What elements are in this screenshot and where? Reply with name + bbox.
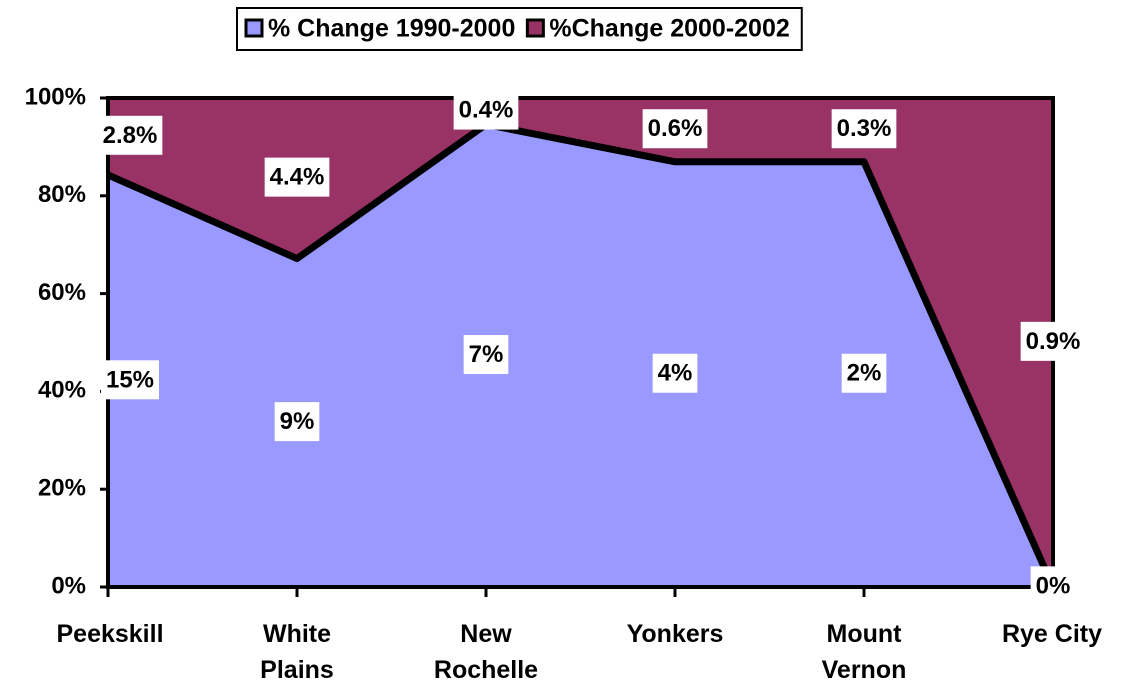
data-label: 0.9% xyxy=(1026,328,1081,355)
label-bg xyxy=(264,157,330,197)
label-bg xyxy=(652,353,698,393)
x-tick-label: Yonkers xyxy=(626,620,724,648)
value-label: 15% xyxy=(100,360,160,400)
area xyxy=(108,98,1053,587)
label-bg xyxy=(274,402,320,442)
data-label: 2% xyxy=(847,360,882,387)
y-tick-label: 60% xyxy=(38,279,86,306)
value-label: 0.9% xyxy=(1020,321,1086,361)
value-label: 2% xyxy=(841,353,887,393)
data-label: 9% xyxy=(280,408,315,435)
data-label: 0.3% xyxy=(837,115,892,142)
value-label: 0.4% xyxy=(453,90,519,130)
data-label: 4% xyxy=(658,360,693,387)
legend-box xyxy=(236,7,803,51)
y-tick-label: 100% xyxy=(25,83,86,110)
y-tick-label: 40% xyxy=(38,377,86,404)
value-label: 0% xyxy=(1030,566,1076,606)
label-bg xyxy=(453,90,519,130)
value-label: 7% xyxy=(463,335,509,375)
label-bg xyxy=(463,335,509,375)
value-label: 9% xyxy=(274,402,320,442)
value-label: 0.6% xyxy=(642,109,708,149)
data-label: 2.8% xyxy=(103,122,158,149)
legend-label: %Change 2000-2002 xyxy=(549,15,789,43)
label-bg xyxy=(100,360,160,400)
area xyxy=(108,124,1053,587)
label-bg xyxy=(831,109,897,149)
value-label: 4.4% xyxy=(264,157,330,197)
legend: % Change 1990-2000 %Change 2000-2002 xyxy=(236,7,803,51)
legend-label: % Change 1990-2000 xyxy=(268,15,515,43)
data-label: 0.4% xyxy=(459,97,514,124)
label-bg xyxy=(1020,321,1086,361)
label-bg xyxy=(97,115,163,155)
value-label: 2.8% xyxy=(97,115,163,155)
label-bg xyxy=(642,109,708,149)
data-label: 15% xyxy=(106,366,154,393)
x-tick-label: Rye City xyxy=(1001,620,1103,648)
value-label: 0.3% xyxy=(831,109,897,149)
x-tick-label: Peekskill xyxy=(56,620,164,648)
legend-swatch xyxy=(244,18,264,38)
x-tick-label: New Rochelle xyxy=(433,620,539,684)
data-label: 7% xyxy=(469,341,504,368)
value-label: 4% xyxy=(652,353,698,393)
data-label: 0.6% xyxy=(648,115,703,142)
legend-swatch xyxy=(525,18,545,38)
y-tick-label: 0% xyxy=(51,572,86,599)
y-tick-label: 80% xyxy=(38,181,86,208)
boundary-line xyxy=(106,120,1057,589)
x-tick-label: White Plains xyxy=(260,620,334,684)
y-tick-label: 20% xyxy=(38,475,86,502)
x-tick-label: Mount Vernon xyxy=(821,620,907,684)
label-bg xyxy=(841,353,887,393)
data-label: 4.4% xyxy=(270,164,325,191)
label-bg xyxy=(1030,566,1076,606)
data-label: 0% xyxy=(1036,572,1071,599)
